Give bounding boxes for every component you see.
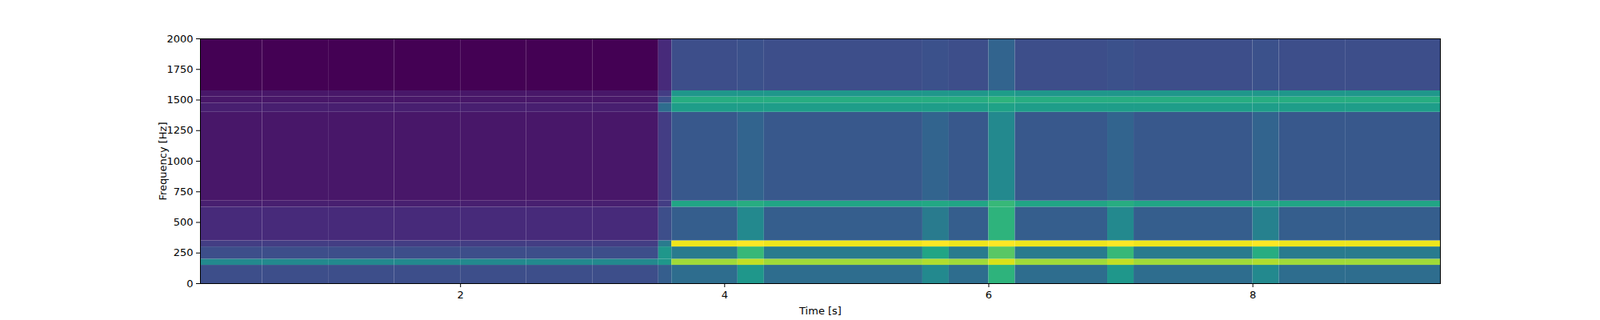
svg-text:1750: 1750 [166,63,193,76]
svg-text:2: 2 [457,288,464,301]
svg-text:8: 8 [1249,288,1256,301]
svg-text:4: 4 [721,288,728,301]
svg-text:Time [s]: Time [s] [798,304,842,317]
svg-text:750: 750 [173,185,194,198]
svg-text:500: 500 [173,216,194,228]
svg-text:0: 0 [186,277,193,290]
svg-text:250: 250 [173,246,194,259]
svg-text:1000: 1000 [166,155,193,168]
svg-text:2000: 2000 [166,32,193,45]
svg-text:1500: 1500 [166,93,193,106]
svg-text:1250: 1250 [166,124,193,136]
svg-text:6: 6 [985,288,992,301]
svg-text:Frequency [Hz]: Frequency [Hz] [156,121,169,200]
